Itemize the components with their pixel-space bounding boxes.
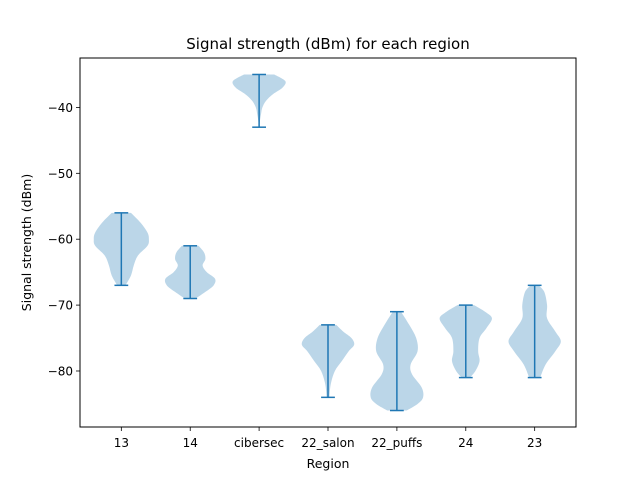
x-axis-label: Region [307,456,350,471]
x-tick-label: 22_puffs [371,436,422,450]
x-tick-label: 14 [183,436,198,450]
x-tick-label: 24 [458,436,473,450]
y-tick-label: −50 [48,167,73,181]
y-tick-label: −40 [48,101,73,115]
plot-frame [79,57,577,428]
violins-group [93,73,561,412]
x-tick-label: 23 [527,436,542,450]
x-tick-label: cibersec [234,436,284,450]
ticks-group: 13 14 cibersec 22_salon 22_puffs 24 23 −80 −70 −6… [48,101,543,450]
y-tick-label: −60 [48,233,73,247]
x-tick-label: 22_salon [301,436,354,450]
y-tick-label: −80 [48,364,73,378]
y-tick-label: −70 [48,299,73,313]
x-tick-label: 13 [114,436,129,450]
chart-title: Signal strength (dBm) for each region [186,35,469,53]
y-axis-label: Signal strength (dBm) [19,174,34,311]
